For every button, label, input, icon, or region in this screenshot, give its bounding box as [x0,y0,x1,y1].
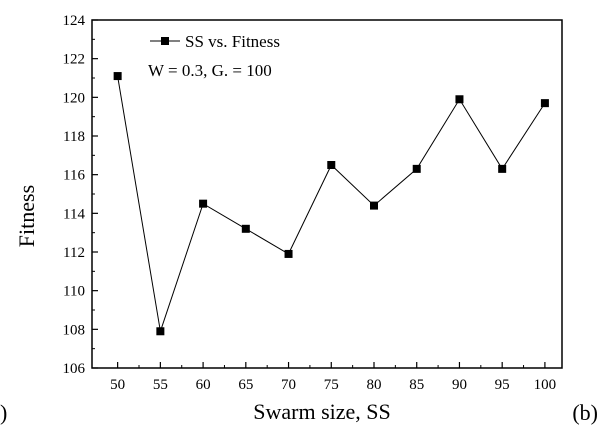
y-tick-label: 118 [63,129,85,145]
x-axis-title: Swarm size, SS [253,399,391,424]
plot-area-frame [91,19,563,369]
y-axis-title: Fitness [14,185,39,247]
y-tick-label: 114 [63,206,85,222]
x-tick-label: 60 [196,377,211,393]
x-tick-label: 75 [324,377,339,393]
data-point-marker [156,327,165,336]
data-point-marker [284,249,293,258]
data-point-marker [327,161,336,169]
x-tick-label: 100 [534,377,557,393]
x-tick-label: 55 [153,377,168,393]
y-tick-label: 110 [63,284,85,300]
y-tick-label: 120 [63,90,86,106]
y-tick-label: 112 [63,245,85,261]
data-point-marker [498,164,507,173]
series-line [117,76,546,332]
data-point-marker [199,199,208,208]
y-axis-ticks: 106 108 110 112 114 116 118 120 122 124 [63,13,98,377]
y-tick-label: 108 [63,322,86,338]
data-point-marker [412,164,421,173]
data-point-marker [370,201,378,210]
data-point-marker [540,99,549,108]
x-tick-label: 65 [238,377,253,393]
y-tick-label: 124 [63,13,86,29]
data-point-marker [455,95,464,104]
data-point-marker [241,224,250,233]
x-tick-label: 80 [367,377,382,393]
x-tick-label: 90 [452,377,467,393]
y-tick-label: 116 [63,168,85,184]
legend-marker-square [161,37,169,45]
x-tick-label: 95 [495,377,510,393]
legend: SS vs. Fitness [150,32,280,51]
x-tick-label: 70 [281,377,296,393]
series-layer [113,72,549,336]
y-tick-label: 122 [63,52,86,68]
y-tick-label: 106 [63,361,86,377]
annotation-text: W = 0.3, G. = 100 [148,61,272,80]
data-point-marker [113,72,122,81]
x-tick-label: 50 [110,377,125,393]
panel-label-left: ) [0,400,7,425]
legend-label: SS vs. Fitness [185,32,280,51]
x-tick-label: 85 [409,377,424,393]
x-axis-ticks: 50 55 60 65 70 75 80 85 90 95 100 [110,362,556,393]
panel-label-right: (b) [572,400,598,425]
